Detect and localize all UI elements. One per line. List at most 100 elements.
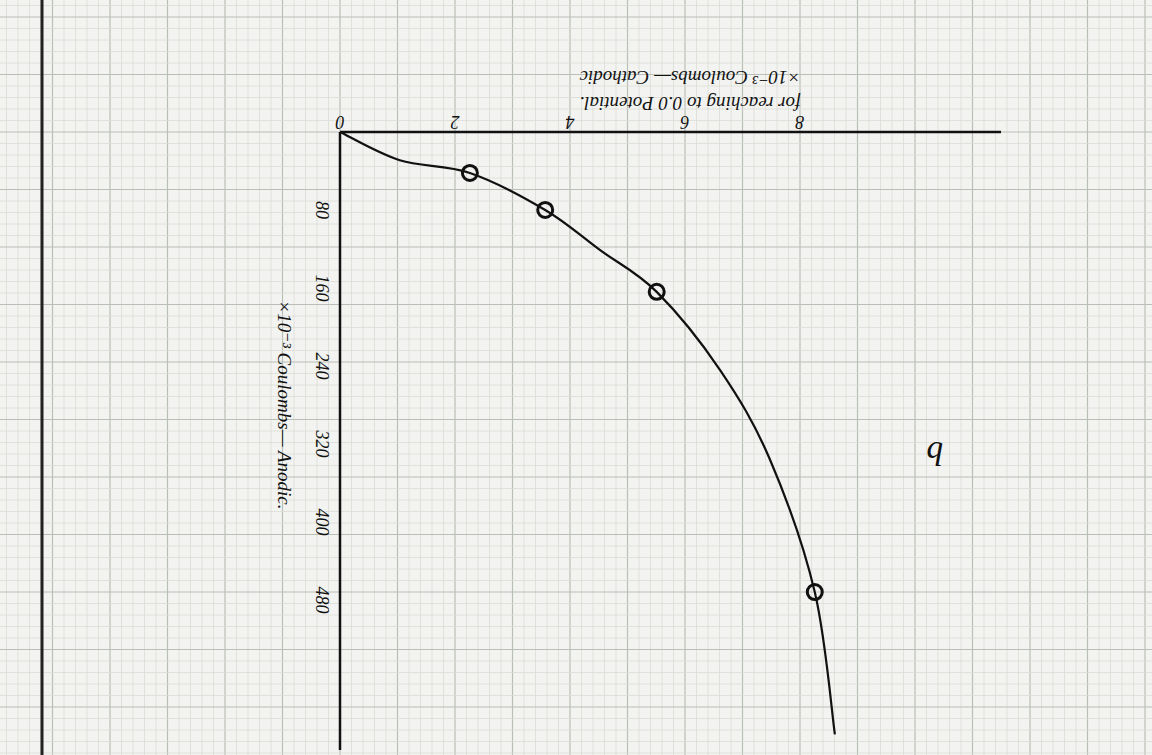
paper-line [0, 316, 1152, 317]
paper-line [0, 695, 1152, 696]
paper-line [190, 0, 191, 755]
paper-line [64, 0, 65, 755]
data-point [538, 202, 553, 217]
paper-line [0, 706, 1152, 707]
y-tick-label: 320 [312, 429, 332, 457]
paper-line [133, 0, 134, 755]
plot-data [340, 132, 835, 734]
paper-line [0, 131, 1152, 132]
paper-line [846, 0, 847, 755]
paper-line [87, 0, 88, 755]
paper-line [1087, 0, 1088, 755]
paper-line [0, 753, 1152, 754]
y-tick-label: 400 [312, 508, 332, 535]
paper-line [1007, 0, 1008, 755]
y-tick-label: 160 [312, 274, 332, 301]
paper-line [535, 0, 536, 755]
paper-line [0, 396, 1152, 397]
curve [340, 132, 835, 734]
y-axis-title: ×10⁻³ Coulombs— Anodic. [274, 300, 295, 509]
paper-line [512, 0, 513, 755]
paper-line [397, 0, 398, 755]
paper-line [0, 684, 1152, 685]
paper-line [0, 327, 1152, 328]
paper-line [18, 0, 19, 755]
paper-line [0, 74, 1152, 75]
paper-line [213, 0, 214, 755]
paper-line [0, 569, 1152, 570]
x-tick-label: 0 [336, 112, 345, 132]
paper-line [0, 408, 1152, 409]
paper-line [0, 28, 1152, 29]
data-point [807, 585, 822, 600]
paper-line [0, 201, 1152, 202]
x-tick-label: 2 [450, 112, 459, 132]
paper-line [179, 0, 180, 755]
paper-line [248, 0, 249, 755]
paper-line [903, 0, 904, 755]
paper-line [0, 419, 1152, 420]
paper-line [0, 178, 1152, 179]
paper-line [236, 0, 237, 755]
paper-line [984, 0, 985, 755]
paper-line [0, 591, 1152, 592]
x-axis-line [340, 131, 1001, 134]
paper-line [547, 0, 548, 755]
paper-line [466, 0, 467, 755]
paper-line [363, 0, 364, 755]
paper-line [0, 626, 1152, 627]
x-tick-label: 4 [565, 112, 574, 132]
paper-line [1122, 0, 1123, 755]
paper-line [0, 442, 1152, 443]
paper-line [1041, 0, 1042, 755]
paper-line [914, 0, 915, 755]
paper-line [144, 0, 145, 755]
paper-line [6, 0, 7, 755]
paper-line [0, 109, 1152, 110]
paper-line [1110, 0, 1111, 755]
page-margin-line [41, 0, 44, 755]
paper-line [1018, 0, 1019, 755]
paper-line [0, 97, 1152, 98]
paper-line [1099, 0, 1100, 755]
paper-line [224, 0, 225, 755]
y-axis-line [339, 132, 342, 750]
paper-line [121, 0, 122, 755]
paper-line [0, 224, 1152, 225]
paper-line [811, 0, 812, 755]
panel-label: b [927, 435, 944, 472]
paper-line [0, 500, 1152, 501]
paper-line [0, 718, 1152, 719]
graph-paper [0, 0, 1152, 755]
paper-line [202, 0, 203, 755]
paper-line [0, 189, 1152, 190]
paper-line [374, 0, 375, 755]
paper-line [351, 0, 352, 755]
paper-line [0, 385, 1152, 386]
paper-line [0, 120, 1152, 121]
paper-line [409, 0, 410, 755]
paper-line [0, 40, 1152, 41]
paper-line [1144, 0, 1145, 755]
paper-line [0, 465, 1152, 466]
data-point [649, 284, 664, 299]
paper-line [0, 603, 1152, 604]
paper-line [0, 557, 1152, 558]
paper-line [0, 51, 1152, 52]
paper-line [0, 270, 1152, 271]
paper-line [0, 246, 1152, 247]
paper [0, 0, 1152, 755]
paper-line [1076, 0, 1077, 755]
paper-line [0, 212, 1152, 213]
paper-line [0, 431, 1152, 432]
paper-line [0, 649, 1152, 650]
paper-line [0, 293, 1152, 294]
x-tick-label: 8 [795, 112, 804, 132]
paper-line [109, 0, 110, 755]
paper-line [857, 0, 858, 755]
paper-line [420, 0, 421, 755]
paper-line [949, 0, 950, 755]
paper-line [1053, 0, 1054, 755]
paper-line [52, 0, 53, 755]
paper-line [0, 361, 1152, 362]
